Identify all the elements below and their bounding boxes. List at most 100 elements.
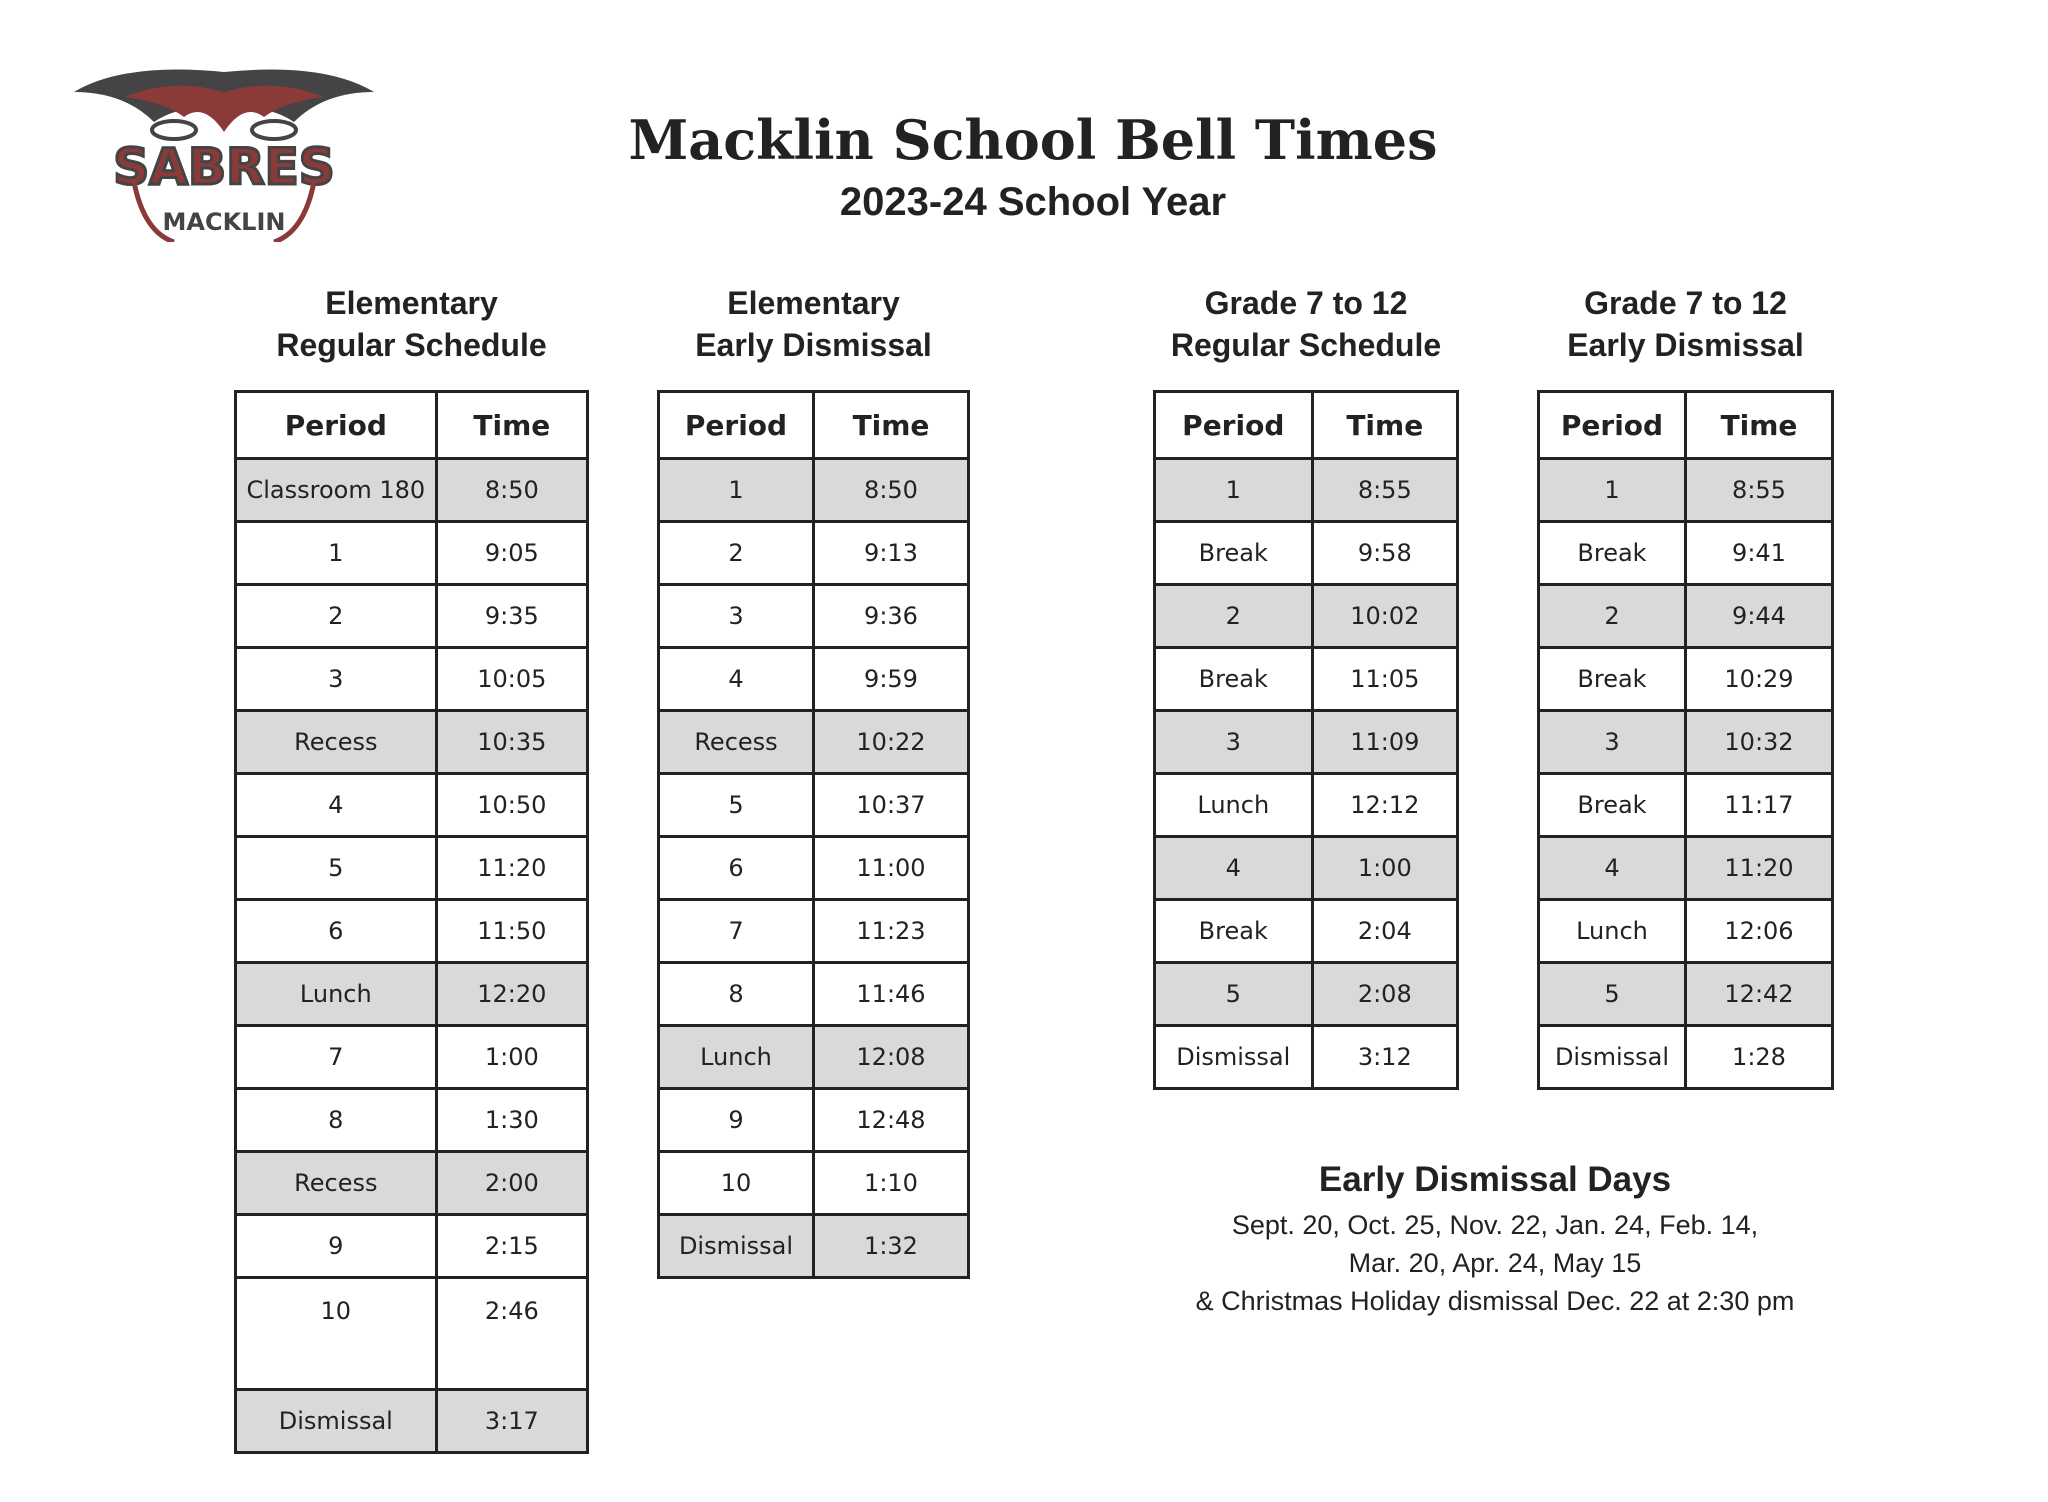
table-row: Dismissal 3:12 [1153, 1024, 1460, 1090]
period-cell: Dismissal [657, 1213, 815, 1279]
time-cell: 3:12 [1310, 1024, 1460, 1090]
period-cell: 4 [234, 772, 438, 838]
header-row: Period Time [234, 390, 590, 460]
period-cell: Recess [234, 709, 438, 775]
table-row: 4 10:50 [234, 772, 590, 838]
period-cell: 8 [657, 961, 815, 1027]
table-row: 2 9:13 [657, 520, 970, 586]
table-row: Lunch 12:08 [657, 1024, 970, 1090]
schedule-table: Period Time 1 8:55 Break 9:58 2 10:02 Break 11:05… [1153, 390, 1460, 1090]
table-row: 3 9:36 [657, 583, 970, 649]
table-row: Lunch 12:06 [1537, 898, 1834, 964]
heading-line: Regular Schedule [276, 327, 547, 363]
table-row: 8 11:46 [657, 961, 970, 1027]
heading-line: Elementary [727, 285, 900, 321]
table-row: 4 1:00 [1153, 835, 1460, 901]
time-cell: 8:55 [1310, 457, 1460, 523]
schedule-3: Grade 7 to 12 Early Dismissal Period Time 1 8… [1537, 285, 1834, 1090]
table-row: Dismissal 3:17 [234, 1388, 590, 1454]
table-row: Lunch 12:20 [234, 961, 590, 1027]
early-dismissal-line: Sept. 20, Oct. 25, Nov. 22, Jan. 24, Feb… [1231, 1210, 1759, 1240]
early-dismissal-title: Early Dismissal Days [1318, 1160, 1672, 1199]
period-header: Period [1153, 390, 1314, 460]
period-cell: Recess [657, 709, 815, 775]
time-cell: 1:32 [812, 1213, 970, 1279]
period-cell: 9 [657, 1087, 815, 1153]
time-cell: 2:15 [434, 1213, 590, 1279]
period-header: Period [657, 390, 815, 460]
time-cell: 2:04 [1310, 898, 1460, 964]
page-title: Macklin School Bell Times [628, 108, 1438, 172]
period-cell: 5 [657, 772, 815, 838]
period-header: Period [1537, 390, 1687, 460]
period-cell: 1 [1153, 457, 1314, 523]
svg-text:MACKLIN: MACKLIN [163, 208, 286, 236]
svg-text:SABRES: SABRES [113, 138, 334, 196]
table-row: 10 2:46 [234, 1276, 590, 1391]
table-row: Recess 10:35 [234, 709, 590, 775]
period-cell: Break [1153, 520, 1314, 586]
time-cell: 11:09 [1310, 709, 1460, 775]
header-row: Period Time [1153, 390, 1460, 460]
table-row: Dismissal 1:32 [657, 1213, 970, 1279]
time-header: Time [812, 390, 970, 460]
time-cell: 10:05 [434, 646, 590, 712]
table-row: 1 8:55 [1537, 457, 1834, 523]
time-cell: 10:50 [434, 772, 590, 838]
time-cell: 9:41 [1684, 520, 1834, 586]
time-cell: 9:05 [434, 520, 590, 586]
time-cell: 2:08 [1310, 961, 1460, 1027]
time-cell: 11:50 [434, 898, 590, 964]
heading-line: Regular Schedule [1170, 327, 1442, 363]
time-cell: 2:46 [434, 1276, 590, 1391]
table-row: 1 8:50 [657, 457, 970, 523]
period-cell: Lunch [1537, 898, 1687, 964]
period-cell: 10 [657, 1150, 815, 1216]
schedule-heading: Grade 7 to 12 Early Dismissal [1477, 282, 1894, 382]
period-cell: 1 [1537, 457, 1687, 523]
schedule-heading: Grade 7 to 12 Regular Schedule [1093, 282, 1519, 382]
period-cell: Classroom 180 [234, 457, 438, 523]
period-cell: Dismissal [1537, 1024, 1687, 1090]
time-cell: 3:17 [434, 1388, 590, 1454]
time-cell: 11:46 [812, 961, 970, 1027]
period-cell: 1 [234, 520, 438, 586]
early-dismissal-line: & Christmas Holiday dismissal Dec. 22 at… [1195, 1286, 1795, 1316]
time-cell: 11:23 [812, 898, 970, 964]
table-row: Classroom 180 8:50 [234, 457, 590, 523]
time-cell: 12:06 [1684, 898, 1834, 964]
period-cell: Break [1537, 772, 1687, 838]
period-cell: 7 [234, 1024, 438, 1090]
table-row: 5 12:42 [1537, 961, 1834, 1027]
period-cell: Break [1153, 646, 1314, 712]
period-cell: 10 [234, 1276, 438, 1391]
time-cell: 10:22 [812, 709, 970, 775]
time-cell: 8:55 [1684, 457, 1834, 523]
schedule-heading: Elementary Regular Schedule [174, 282, 649, 382]
time-cell: 1:28 [1684, 1024, 1834, 1090]
period-cell: 4 [657, 646, 815, 712]
heading-line: Elementary [325, 285, 498, 321]
heading-line: Grade 7 to 12 [1204, 285, 1408, 321]
period-cell: 8 [234, 1087, 438, 1153]
period-cell: 1 [657, 457, 815, 523]
page-subtitle: 2023-24 School Year [839, 180, 1227, 224]
table-row: Dismissal 1:28 [1537, 1024, 1834, 1090]
period-cell: 2 [1537, 583, 1687, 649]
time-cell: 1:00 [434, 1024, 590, 1090]
period-cell: Break [1537, 646, 1687, 712]
period-cell: Lunch [1153, 772, 1314, 838]
table-row: 7 1:00 [234, 1024, 590, 1090]
period-cell: 7 [657, 898, 815, 964]
time-cell: 11:05 [1310, 646, 1460, 712]
table-row: Recess 10:22 [657, 709, 970, 775]
time-cell: 10:29 [1684, 646, 1834, 712]
time-cell: 12:20 [434, 961, 590, 1027]
header-row: Period Time [657, 390, 970, 460]
period-cell: 3 [1153, 709, 1314, 775]
time-cell: 1:30 [434, 1087, 590, 1153]
period-cell: 4 [1153, 835, 1314, 901]
table-row: 2 9:35 [234, 583, 590, 649]
period-cell: 2 [657, 520, 815, 586]
time-cell: 9:35 [434, 583, 590, 649]
